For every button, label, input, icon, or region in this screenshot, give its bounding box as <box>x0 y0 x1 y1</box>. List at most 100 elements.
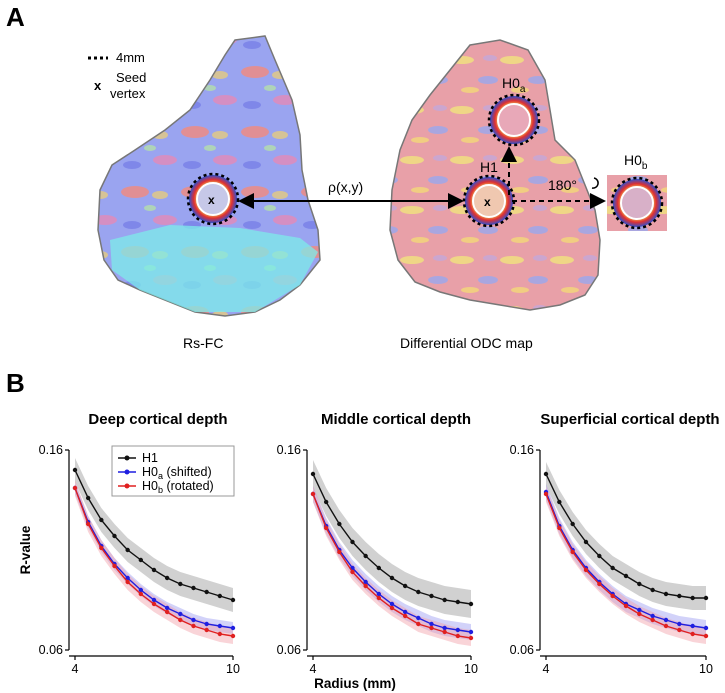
data-point <box>72 467 78 473</box>
data-point <box>597 553 602 559</box>
data-point <box>217 623 223 629</box>
data-point <box>138 557 144 563</box>
rotation-label: 180° <box>548 177 577 193</box>
legend-seed-marker: x <box>94 78 102 93</box>
data-point <box>623 573 629 579</box>
data-point <box>416 589 421 595</box>
data-point <box>637 611 642 617</box>
legend-label: H0b (rotated) <box>142 479 214 495</box>
data-point <box>442 629 447 635</box>
data-point <box>650 617 655 623</box>
data-point <box>468 629 474 635</box>
legend-marker <box>124 469 130 475</box>
data-point <box>429 625 434 631</box>
h0b-patch <box>607 175 667 231</box>
data-point <box>191 617 196 623</box>
data-point <box>151 597 157 603</box>
h0a-circle <box>487 93 541 147</box>
x-axis-label: Radius (mm) <box>314 676 396 691</box>
data-point <box>677 621 682 627</box>
data-point <box>376 591 382 597</box>
data-point <box>583 567 589 573</box>
data-point <box>650 613 655 619</box>
y-tick-label: 0.06 <box>39 643 63 657</box>
seed-circle-left: x <box>186 172 240 226</box>
data-point <box>310 471 316 477</box>
data-point <box>350 569 355 575</box>
series-band <box>75 480 233 644</box>
data-point <box>151 601 157 607</box>
data-point <box>217 631 223 637</box>
h1-circle: x <box>462 174 516 228</box>
data-point <box>125 547 130 553</box>
data-point <box>323 499 329 505</box>
data-point <box>416 621 421 627</box>
data-point <box>389 605 395 611</box>
data-point <box>543 491 549 497</box>
data-point <box>337 521 342 527</box>
y-tick-label: 0.16 <box>39 443 63 457</box>
rotation-icon <box>591 177 599 189</box>
data-point <box>402 583 408 589</box>
x-tick-label: 4 <box>543 662 550 676</box>
data-point <box>164 575 170 581</box>
legend-label: H1 <box>142 451 158 465</box>
data-point <box>455 599 461 605</box>
data-point <box>191 585 196 591</box>
data-point <box>703 625 709 631</box>
data-point <box>677 593 682 599</box>
data-point <box>323 525 329 531</box>
x-tick-label: 4 <box>310 662 317 676</box>
data-point <box>703 595 709 601</box>
panel-a-letter: A <box>6 2 25 32</box>
x-tick-label: 10 <box>226 662 240 676</box>
data-point <box>363 583 368 589</box>
data-point <box>230 633 236 639</box>
chart-title: Deep cortical depth <box>88 411 227 428</box>
x-tick-label: 10 <box>464 662 478 676</box>
data-point <box>663 617 669 623</box>
data-point <box>164 605 170 611</box>
data-point <box>178 581 183 587</box>
y-tick-label: 0.06 <box>277 643 301 657</box>
data-point <box>429 621 434 627</box>
legend-box <box>111 445 235 497</box>
data-point <box>610 565 615 571</box>
rs-fc-label: Rs-FC <box>183 335 223 351</box>
data-point <box>416 615 421 621</box>
data-point <box>637 607 642 613</box>
data-point <box>138 591 144 597</box>
data-point <box>125 575 130 581</box>
data-point <box>637 581 642 587</box>
data-point <box>99 517 104 523</box>
data-point <box>690 623 695 629</box>
data-point <box>402 609 408 615</box>
data-point <box>570 549 575 555</box>
y-tick-label: 0.06 <box>510 643 534 657</box>
panel-b-letter: B <box>6 368 25 398</box>
odc-map-label: Differential ODC map <box>400 335 533 351</box>
chart-title: Superficial cortical depth <box>540 411 719 428</box>
data-point <box>663 623 669 629</box>
x-tick-label: 10 <box>699 662 713 676</box>
y-tick-label: 0.16 <box>510 443 534 457</box>
data-point <box>310 491 316 497</box>
data-point <box>677 627 682 633</box>
data-point <box>72 485 78 491</box>
data-point <box>112 563 117 569</box>
data-point <box>468 635 474 641</box>
data-point <box>112 533 117 539</box>
data-point <box>337 549 342 555</box>
data-point <box>557 525 562 531</box>
data-point <box>178 617 183 623</box>
data-point <box>389 601 395 607</box>
data-point <box>623 603 629 609</box>
legend-marker <box>124 483 130 489</box>
data-point <box>690 631 695 637</box>
data-point <box>468 601 474 607</box>
y-tick-label: 0.16 <box>277 443 301 457</box>
data-point <box>191 623 196 629</box>
differential-odc-map <box>389 39 601 311</box>
data-point <box>217 593 223 599</box>
